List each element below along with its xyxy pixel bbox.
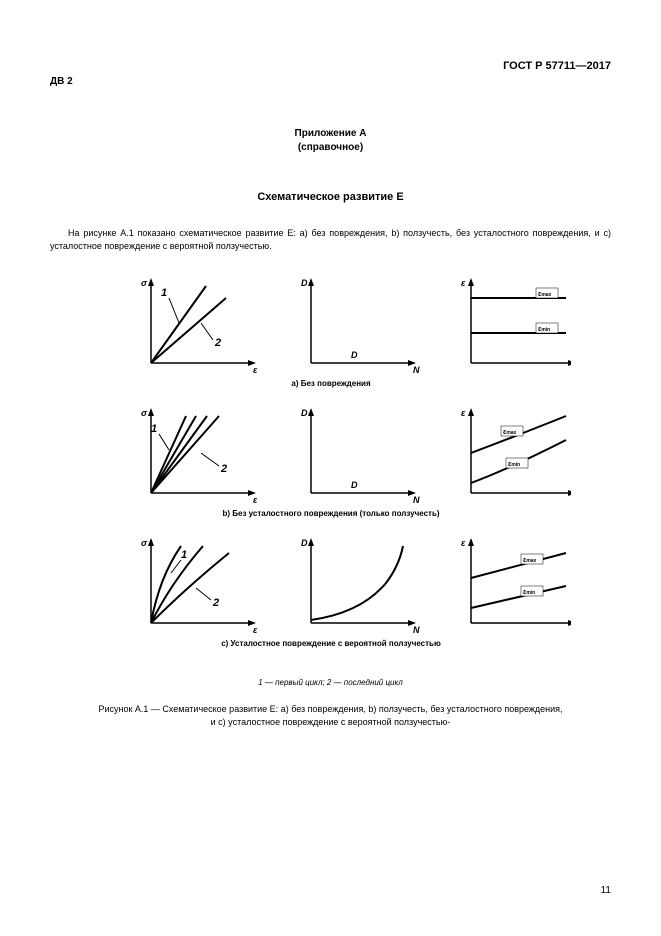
svg-text:εmax: εmax (538, 291, 552, 298)
svg-text:ε: ε (461, 408, 466, 418)
svg-text:ε: ε (461, 278, 466, 288)
caption-line1: Рисунок А.1 — Схематическое развитие Е: … (98, 704, 562, 714)
svg-text:D: D (301, 278, 308, 288)
svg-text:N: N (413, 625, 420, 635)
appendix-line1: Приложение А (295, 128, 367, 139)
svg-text:2: 2 (220, 463, 227, 475)
side-code: ДВ 2 (50, 76, 611, 87)
svg-text:εmin: εmin (538, 326, 550, 333)
svg-text:εmin: εmin (523, 589, 535, 596)
svg-text:ε: ε (253, 365, 258, 375)
svg-text:D: D (301, 408, 308, 418)
svg-text:εmax: εmax (503, 429, 517, 436)
svg-text:D: D (351, 350, 358, 360)
doc-id: ГОСТ Р 57711—2017 (50, 60, 611, 72)
svg-text:1: 1 (151, 423, 157, 435)
svg-text:2: 2 (212, 597, 219, 609)
figure-caption: Рисунок А.1 — Схематическое развитие Е: … (50, 703, 611, 728)
figure-a1: σ ε 1 2 D N D (50, 268, 611, 668)
svg-text:σ: σ (141, 278, 148, 288)
svg-text:εmax: εmax (523, 557, 537, 564)
intro-paragraph: На рисунке А.1 показано схематическое ра… (50, 227, 611, 252)
svg-text:εmin: εmin (508, 461, 520, 468)
svg-text:1: 1 (161, 287, 167, 299)
svg-text:D: D (301, 538, 308, 548)
row-c-caption: c) Усталостное повреждение с вероятной п… (221, 639, 441, 648)
appendix-line2: (справочное) (298, 142, 363, 153)
svg-text:ε: ε (461, 538, 466, 548)
caption-line2: и c) усталостное повреждение с вероятной… (211, 717, 451, 727)
svg-text:ε: ε (253, 495, 258, 505)
svg-text:σ: σ (141, 538, 148, 548)
row-b-caption: b) Без усталостного повреждения (только … (222, 509, 439, 518)
row-a-caption: а) Без повреждения (291, 379, 371, 388)
figure-legend: 1 — первый цикл; 2 — последний цикл (50, 678, 611, 687)
svg-text:1: 1 (181, 549, 187, 561)
svg-text:N: N (413, 365, 420, 375)
page-number: 11 (601, 885, 611, 896)
appendix-title: Приложение А (справочное) (50, 127, 611, 155)
main-title: Схематическое развитие Е (50, 191, 611, 203)
svg-text:σ: σ (141, 408, 148, 418)
svg-text:N: N (413, 495, 420, 505)
svg-text:2: 2 (214, 337, 221, 349)
svg-text:D: D (351, 480, 358, 490)
svg-text:ε: ε (253, 625, 258, 635)
